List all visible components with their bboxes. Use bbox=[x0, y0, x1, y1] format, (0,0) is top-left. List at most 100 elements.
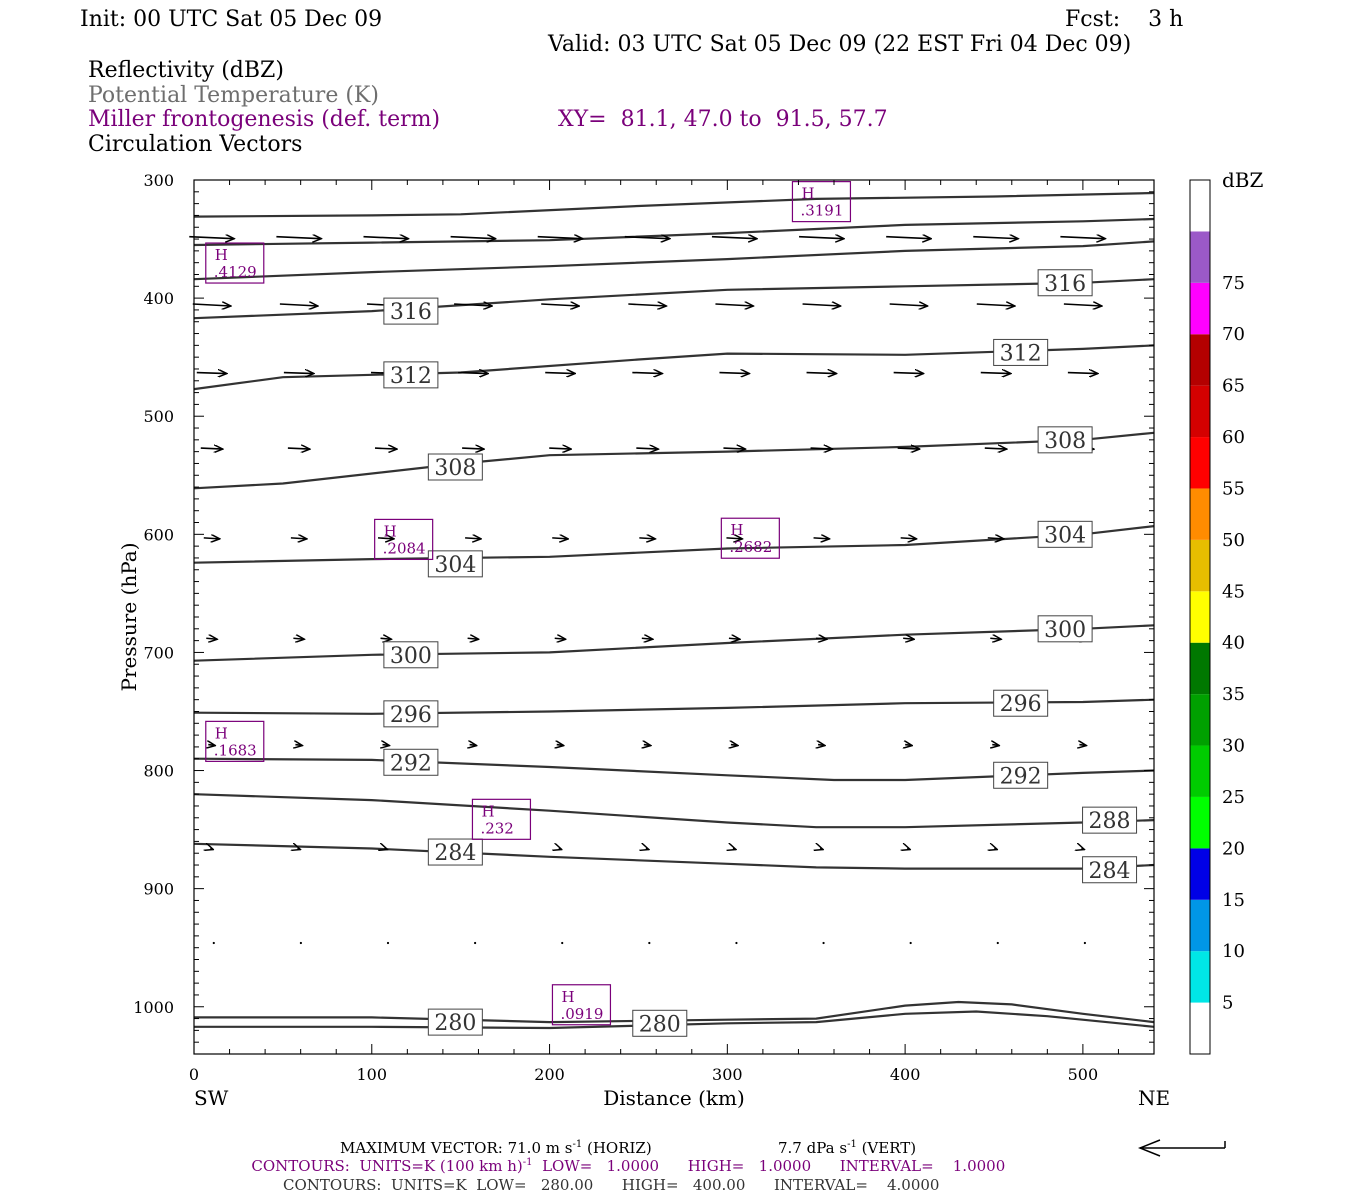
plot-axes: 300 400 500 600 700 800 900 1000 0 100 200 300 400 50… bbox=[133, 171, 1155, 1084]
vector-arrow bbox=[1081, 848, 1084, 849]
vector-arrow bbox=[1067, 373, 1098, 374]
vector-dot bbox=[299, 941, 302, 945]
vector-arrow bbox=[383, 745, 390, 746]
colorbar-label: 20 bbox=[1222, 838, 1245, 859]
fronto-max-value: .0919 bbox=[560, 1005, 603, 1023]
vector-arrow bbox=[987, 538, 1004, 539]
ne-label: NE bbox=[1138, 1086, 1170, 1110]
vector-arrow bbox=[210, 848, 213, 849]
vector-arrow bbox=[907, 848, 910, 849]
y-tick-label: 500 bbox=[143, 407, 174, 426]
theta-label: 304 bbox=[1044, 523, 1086, 548]
fronto-max-value: .4129 bbox=[214, 263, 257, 281]
vector-dot bbox=[648, 941, 651, 945]
x-tick-label: 200 bbox=[534, 1065, 565, 1084]
y-axis-title: Pressure (hPa) bbox=[117, 543, 141, 692]
colorbar-swatch bbox=[1190, 180, 1210, 232]
vector-dot bbox=[1083, 941, 1086, 945]
field-reflectivity: Reflectivity (dBZ) bbox=[88, 58, 284, 83]
theta-label-box bbox=[1037, 426, 1093, 454]
vector-arrow bbox=[462, 448, 484, 449]
vector-dot bbox=[386, 941, 390, 945]
vector-arrow bbox=[295, 745, 302, 746]
valid-time: Valid: 03 UTC Sat 05 Dec 09 (22 EST Fri … bbox=[547, 32, 1131, 57]
colorbar-label: 50 bbox=[1222, 530, 1245, 551]
vector-arrow bbox=[276, 237, 321, 239]
colorbar-frame bbox=[1189, 179, 1211, 1055]
vector-arrow bbox=[731, 745, 738, 746]
vector-arrow bbox=[377, 538, 394, 539]
vector-arrow bbox=[733, 848, 736, 849]
vector-arrow bbox=[636, 448, 658, 449]
theta-contour-line bbox=[193, 278, 1155, 320]
colorbar-label: 5 bbox=[1222, 993, 1233, 1014]
colorbar-swatch bbox=[1190, 642, 1210, 695]
theta-label: 312 bbox=[390, 364, 432, 389]
theta-label: 300 bbox=[390, 644, 432, 669]
theta-label-box bbox=[993, 338, 1049, 366]
theta-label-box bbox=[1082, 856, 1138, 884]
fronto-max-symbol: H bbox=[215, 724, 228, 742]
frontogenesis-maxima: H.3191H.4129H.2084H.2682H.1683H.232H.091… bbox=[205, 181, 852, 1026]
vector-arrow bbox=[984, 448, 1007, 449]
fronto-max-box bbox=[205, 720, 265, 762]
theta-label: 316 bbox=[1044, 272, 1086, 297]
cross-section-endpoints: XY= 81.1, 47.0 to 91.5, 57.7 bbox=[558, 107, 888, 132]
vector-arrow bbox=[454, 304, 492, 306]
plot-frame bbox=[193, 179, 1155, 1055]
vector-arrow bbox=[1063, 304, 1102, 306]
theta-label-box bbox=[383, 641, 439, 669]
theta-label: 280 bbox=[639, 1012, 681, 1037]
vector-arrow bbox=[723, 448, 745, 449]
fronto-max-value: .3191 bbox=[800, 202, 843, 220]
vector-arrow bbox=[719, 373, 749, 374]
vector-arrow bbox=[467, 638, 479, 639]
theta-label-box bbox=[427, 838, 483, 866]
x-tick-label: 300 bbox=[712, 1065, 743, 1084]
theta-label-box bbox=[383, 700, 439, 728]
theta-contour-labels: 316 316 312 312 308 308 304 304 300 300 296 296 292 2… bbox=[383, 269, 1138, 1037]
vector-arrow bbox=[641, 638, 653, 639]
theta-label-box bbox=[1037, 269, 1093, 297]
vector-arrow bbox=[886, 237, 931, 239]
x-axis-title: Distance (km) bbox=[603, 1086, 745, 1110]
vector-dot bbox=[561, 941, 564, 945]
theta-label-box bbox=[1082, 806, 1138, 834]
vector-arrow bbox=[726, 538, 742, 539]
theta-label: 284 bbox=[1089, 859, 1131, 884]
sw-label: SW bbox=[194, 1086, 229, 1110]
vector-arrow bbox=[818, 745, 825, 746]
vector-arrow bbox=[297, 848, 300, 849]
forecast-hour: Fcst: 3 h bbox=[1065, 7, 1183, 32]
theta-label-box bbox=[383, 748, 439, 776]
vector-arrow bbox=[644, 745, 651, 746]
theta-label-box bbox=[427, 1008, 483, 1036]
vector-dot bbox=[212, 941, 215, 945]
fronto-max-box bbox=[720, 517, 780, 559]
vector-arrow bbox=[554, 638, 566, 639]
vector-arrow bbox=[458, 373, 488, 374]
vector-arrow bbox=[279, 304, 318, 306]
vector-arrow bbox=[552, 538, 568, 539]
circulation-vectors bbox=[189, 237, 1105, 945]
theta-contour-line bbox=[193, 217, 1155, 247]
vector-arrow bbox=[889, 304, 928, 306]
vector-arrow bbox=[990, 638, 1001, 639]
vector-arrow bbox=[905, 745, 912, 746]
x-tick-label: 400 bbox=[890, 1065, 921, 1084]
vector-arrow bbox=[283, 373, 314, 374]
fronto-max-symbol: H bbox=[801, 185, 814, 203]
colorbar-swatch bbox=[1190, 591, 1210, 643]
vector-arrow bbox=[450, 237, 496, 239]
vector-arrow bbox=[992, 745, 999, 746]
fronto-max-value: .2084 bbox=[383, 539, 426, 557]
field-circulation-vectors: Circulation Vectors bbox=[88, 132, 302, 157]
theta-label-box bbox=[427, 453, 483, 481]
vector-arrow bbox=[728, 638, 740, 639]
theta-label: 292 bbox=[390, 751, 432, 776]
vector-arrow bbox=[976, 304, 1015, 306]
vector-arrow bbox=[900, 538, 917, 539]
colorbar-swatch bbox=[1190, 899, 1210, 952]
colorbar-swatch bbox=[1190, 334, 1210, 386]
